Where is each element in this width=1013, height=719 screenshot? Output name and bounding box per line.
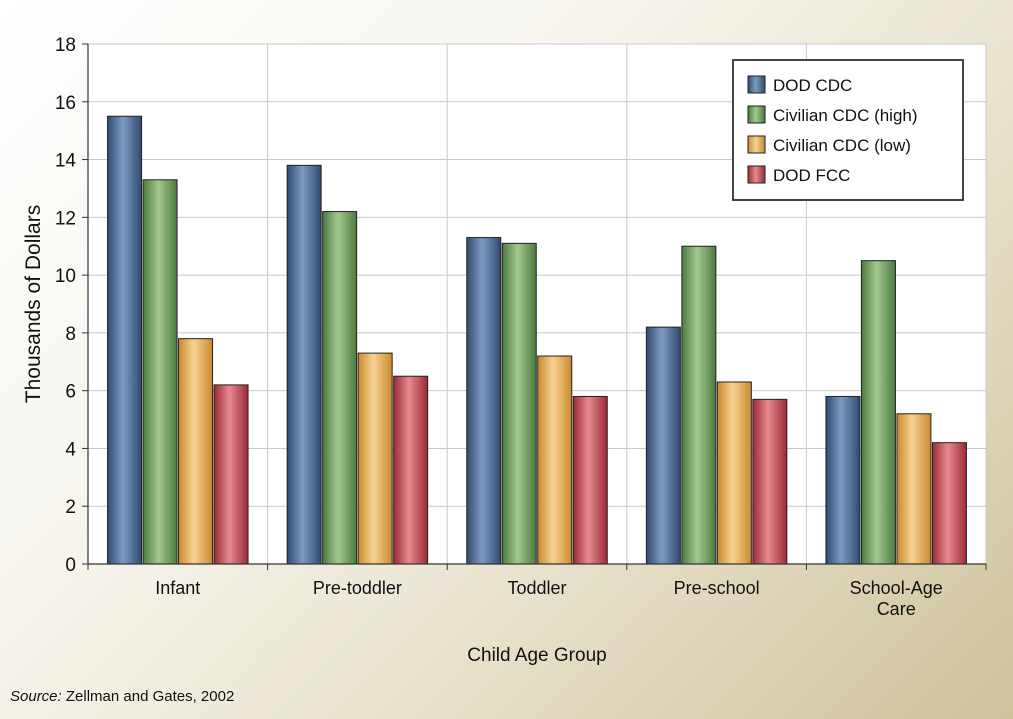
bar-dod-cdc-pre-school <box>645 326 681 565</box>
y-tick-label: 4 <box>65 439 76 460</box>
legend-swatch <box>747 135 766 154</box>
bar-dod-fcc-pre-toddler <box>393 375 429 565</box>
y-axis-title: Thousands of Dollars <box>22 205 45 403</box>
legend: DOD CDC Civilian CDC (high) Civilian CDC (… <box>732 59 964 201</box>
bar-civilian-cdc-low-infant <box>178 338 214 565</box>
legend-swatch <box>747 165 766 184</box>
bar-civilian-cdc-low-pre-toddler <box>357 352 393 565</box>
y-tick-label: 16 <box>55 93 76 114</box>
x-axis-title: Child Age Group <box>467 645 606 666</box>
y-tick-label: 12 <box>55 208 76 229</box>
legend-swatch <box>747 75 766 94</box>
y-tick-label: 6 <box>65 382 76 403</box>
bar-dod-cdc-infant <box>107 115 143 565</box>
source-label: Source: <box>10 688 62 705</box>
y-tick-label: 8 <box>65 324 76 345</box>
bar-dod-fcc-school-age-care <box>931 442 967 565</box>
x-tick-label: Pre-toddler <box>313 578 402 598</box>
bar-civilian-cdc-high-school-age-care <box>860 260 896 565</box>
y-tick-label: 2 <box>65 497 76 518</box>
legend-swatch <box>747 105 766 124</box>
bar-civilian-cdc-low-pre-school <box>716 381 752 565</box>
source-note: Source: Zellman and Gates, 2002 <box>10 688 234 705</box>
x-tick-label: School-Age Care <box>850 578 943 619</box>
x-tick-label: Toddler <box>507 578 566 598</box>
legend-label: DOD FCC <box>773 166 850 185</box>
y-tick-label: 10 <box>55 266 76 287</box>
y-tick-label: 0 <box>65 555 76 576</box>
x-tick-label: Infant <box>155 578 200 598</box>
bar-dod-fcc-pre-school <box>752 398 788 565</box>
bar-civilian-cdc-high-pre-school <box>681 245 717 565</box>
source-text: Zellman and Gates, 2002 <box>61 688 235 705</box>
bar-civilian-cdc-low-toddler <box>537 355 573 565</box>
axes: 0 2 4 6 8 10 12 14 16 18 Infant Pre-toddler Toddler P… <box>22 35 987 666</box>
y-tick-label: 18 <box>55 35 76 56</box>
bars <box>107 115 967 565</box>
x-tick-label: Pre-school <box>674 578 760 598</box>
bar-dod-cdc-school-age-care <box>825 395 861 565</box>
legend-label: Civilian CDC (low) <box>773 136 911 155</box>
bar-dod-fcc-toddler <box>572 395 608 565</box>
legend-box <box>732 59 964 201</box>
y-tick-label: 14 <box>55 151 77 172</box>
bar-dod-cdc-pre-toddler <box>286 164 322 565</box>
bar-civilian-cdc-high-pre-toddler <box>322 211 358 565</box>
bar-civilian-cdc-high-toddler <box>501 242 537 565</box>
legend-label: DOD CDC <box>773 76 852 95</box>
legend-label: Civilian CDC (high) <box>773 106 918 125</box>
bar-dod-fcc-infant <box>213 384 249 565</box>
bar-civilian-cdc-high-infant <box>142 179 178 565</box>
bar-civilian-cdc-low-school-age-care <box>896 413 932 565</box>
bar-dod-cdc-toddler <box>466 237 502 565</box>
